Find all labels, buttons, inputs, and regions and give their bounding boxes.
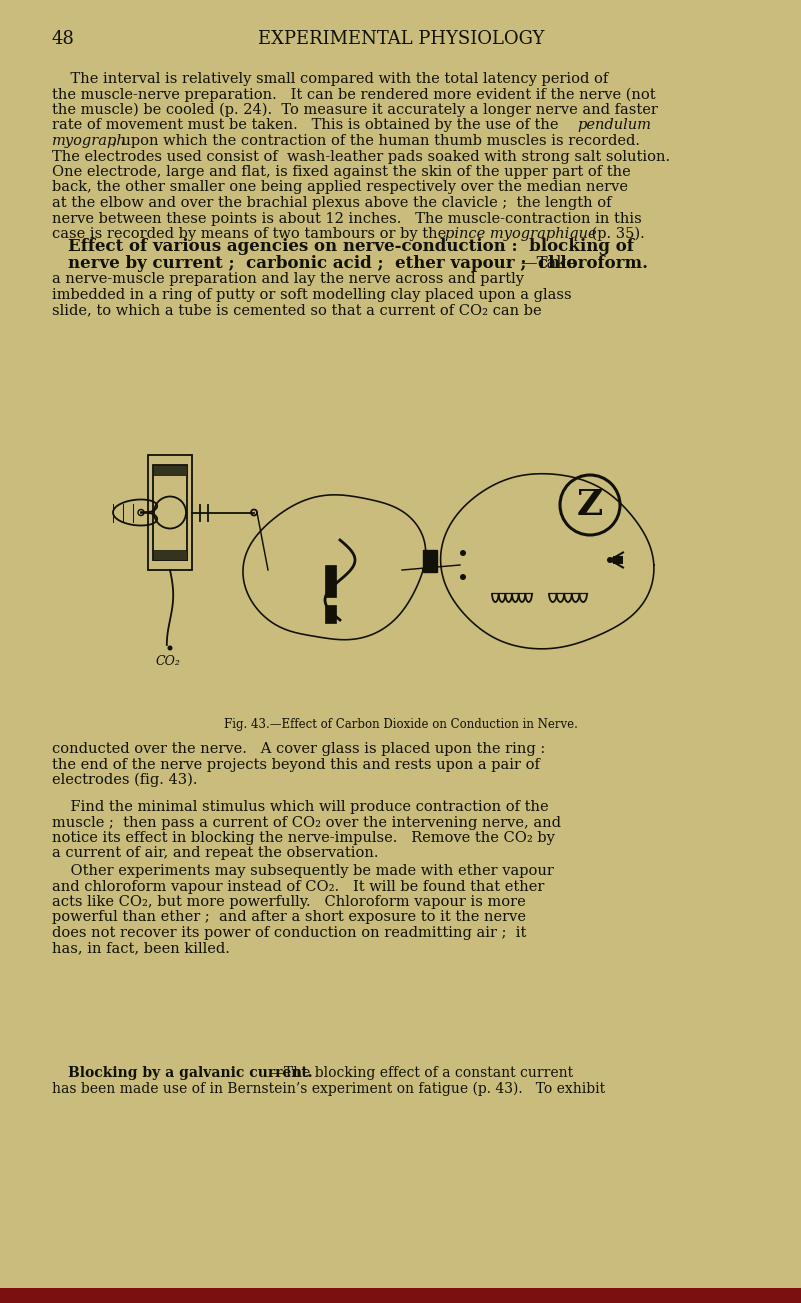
Text: —The blocking effect of a constant current: —The blocking effect of a constant curre… [270,1066,574,1080]
Bar [0,1287,801,1303]
Text: the muscle) be cooled (p. 24).  To measure it accurately a longer nerve and fast: the muscle) be cooled (p. 24). To measur… [52,103,658,117]
Text: does not recover its power of conduction on readmitting air ;  it: does not recover its power of conduction… [52,926,526,939]
Text: back, the other smaller one being applied respectively over the median nerve: back, the other smaller one being applie… [52,181,628,194]
Text: case is recorded by means of two tambours or by the: case is recorded by means of two tambour… [52,227,451,241]
Text: acts like CO₂, but more powerfully.   Chloroform vapour is more: acts like CO₂, but more powerfully. Chlo… [52,895,525,909]
Text: nerve between these points is about 12 inches.   The muscle-contraction in this: nerve between these points is about 12 i… [52,211,642,225]
Circle shape [460,575,466,580]
Text: The interval is relatively small compared with the total latency period of: The interval is relatively small compare… [52,72,608,86]
Text: —Take: —Take [520,255,576,272]
Bar [325,605,336,623]
Text: Blocking by a galvanic current.: Blocking by a galvanic current. [68,1066,312,1080]
Text: 48: 48 [52,30,74,48]
Text: notice its effect in blocking the nerve-impulse.   Remove the CO₂ by: notice its effect in blocking the nerve-… [52,831,555,846]
Text: , upon which the contraction of the human thumb muscles is recorded.: , upon which the contraction of the huma… [112,134,640,149]
Text: EXPERIMENTAL PHYSIOLOGY: EXPERIMENTAL PHYSIOLOGY [258,30,544,48]
Circle shape [167,645,172,650]
Text: Find the minimal stimulus which will produce contraction of the: Find the minimal stimulus which will pro… [52,800,549,814]
Text: has been made use of in Bernstein’s experiment on fatigue (p. 43).   To exhibit: has been made use of in Bernstein’s expe… [52,1081,605,1096]
Text: myograph: myograph [52,134,127,149]
Text: muscle ;  then pass a current of CO₂ over the intervening nerve, and: muscle ; then pass a current of CO₂ over… [52,816,561,830]
Text: has, in fact, been killed.: has, in fact, been killed. [52,942,230,955]
Text: powerful than ether ;  and after a short exposure to it the nerve: powerful than ether ; and after a short … [52,911,526,925]
Text: a current of air, and repeat the observation.: a current of air, and repeat the observa… [52,847,379,860]
Bar [613,556,623,564]
Text: The electrodes used consist of  wash-leather pads soaked with strong salt soluti: The electrodes used consist of wash-leat… [52,150,670,163]
Text: slide, to which a tube is cemented so that a current of CO₂ can be: slide, to which a tube is cemented so th… [52,304,541,317]
Circle shape [460,550,466,556]
Text: the muscle-nerve preparation.   It can be rendered more evident if the nerve (no: the muscle-nerve preparation. It can be … [52,87,656,102]
Text: conducted over the nerve.   A cover glass is placed upon the ring :: conducted over the nerve. A cover glass … [52,741,545,756]
Text: Z: Z [577,489,603,523]
Bar [153,465,187,560]
Circle shape [607,556,613,563]
Text: nerve by current ;  carbonic acid ;  ether vapour ;  chloroform.: nerve by current ; carbonic acid ; ether… [68,255,648,272]
Text: Other experiments may subsequently be made with ether vapour: Other experiments may subsequently be ma… [52,864,553,878]
Text: pince myographique: pince myographique [445,227,597,241]
Bar [153,465,187,476]
Text: pendulum: pendulum [577,119,651,133]
Text: a nerve-muscle preparation and lay the nerve across and partly: a nerve-muscle preparation and lay the n… [52,272,524,285]
Bar [423,550,437,572]
Text: Effect of various agencies on nerve-conduction :  blocking of: Effect of various agencies on nerve-cond… [68,238,634,255]
Bar [325,566,336,597]
Text: electrodes (fig. 43).: electrodes (fig. 43). [52,773,198,787]
Text: (p. 35).: (p. 35). [587,227,645,241]
Text: rate of movement must be taken.   This is obtained by the use of the: rate of movement must be taken. This is … [52,119,563,133]
Text: and chloroform vapour instead of CO₂.   It will be found that ether: and chloroform vapour instead of CO₂. It… [52,880,545,894]
Text: One electrode, large and flat, is fixed against the skin of the upper part of th: One electrode, large and flat, is fixed … [52,165,630,179]
Text: CO₂: CO₂ [156,655,181,668]
Text: Fig. 43.—Effect of Carbon Dioxide on Conduction in Nerve.: Fig. 43.—Effect of Carbon Dioxide on Con… [224,718,578,731]
Text: the end of the nerve projects beyond this and rests upon a pair of: the end of the nerve projects beyond thi… [52,757,540,771]
Text: at the elbow and over the brachial plexus above the clavicle ;  the length of: at the elbow and over the brachial plexu… [52,195,611,210]
Bar [148,455,192,569]
Text: imbedded in a ring of putty or soft modelling clay placed upon a glass: imbedded in a ring of putty or soft mode… [52,288,572,301]
Bar [153,550,187,560]
